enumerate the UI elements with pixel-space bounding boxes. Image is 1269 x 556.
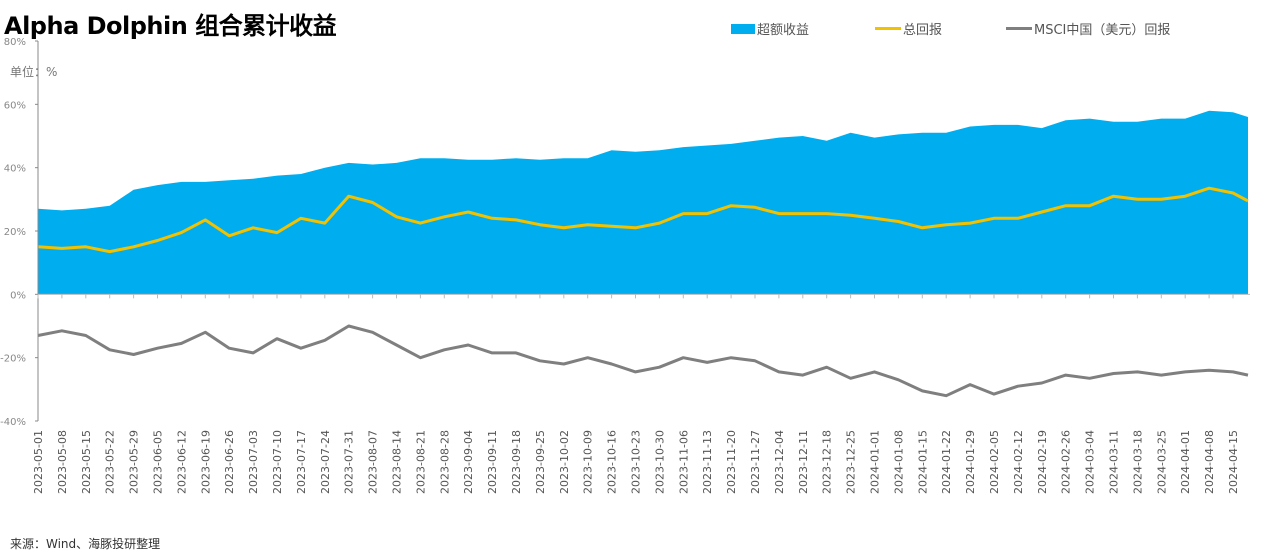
x-tick-label: 2024-03-18 [1131,430,1144,494]
y-tick-label: 60% [4,100,26,111]
x-tick-label: 2024-04-01 [1179,430,1192,494]
x-tick-label: 2023-11-13 [701,430,714,494]
x-tick-label: 2024-02-12 [1012,430,1025,494]
x-tick-label: 2023-05-15 [80,430,93,494]
x-tick-label: 2023-10-02 [558,430,571,494]
x-tick-label: 2024-02-19 [1036,430,1049,494]
y-tick-label: 80% [4,37,26,48]
x-tick-label: 2023-05-08 [56,430,69,494]
x-tick-label: 2023-10-23 [630,430,643,494]
x-tick-label: 2023-11-20 [725,430,738,494]
legend-excess: 超额收益 [731,19,809,38]
x-tick-label: 2024-01-22 [940,430,953,494]
legend-msci: MSCI中国（美元）回报 [1006,19,1170,38]
x-tick-label: 2023-12-11 [797,430,810,494]
x-tick-label: 2024-01-08 [892,430,905,494]
x-tick-label: 2024-03-04 [1084,430,1097,494]
x-tick-label: 2024-01-29 [964,430,977,494]
x-tick-label: 2023-05-22 [104,430,117,494]
x-tick-label: 2023-07-10 [271,430,284,494]
x-tick-label: 2023-10-16 [606,430,619,494]
x-tick-label: 2024-01-15 [916,430,929,494]
excess-return-area [38,110,1248,295]
x-tick-label: 2023-07-17 [295,430,308,494]
x-tick-label: 2023-05-01 [32,430,45,494]
y-tick-label: 0% [10,290,26,301]
x-tick-label: 2023-08-21 [414,430,427,494]
x-tick-label: 2023-12-18 [821,430,834,494]
unit-label: 单位：% [10,65,58,79]
x-tick-label: 2023-11-06 [677,430,690,494]
x-tick-label: 2023-08-14 [391,430,404,494]
legend-label-msci: MSCI中国（美元）回报 [1034,23,1171,38]
legend-label-total: 总回报 [903,23,943,38]
legend-swatch-total [875,27,901,30]
msci-china-return-line [37,324,1249,398]
legend-swatch-msci [1006,27,1032,30]
source-note: 来源：Wind、海豚投研整理 [10,537,161,551]
x-tick-label: 2023-06-12 [175,430,188,494]
legend-swatch-excess [731,23,755,34]
x-tick-label: 2023-09-11 [486,430,499,494]
y-tick-label: 20% [4,227,26,238]
x-tick-label: 2023-07-03 [247,430,260,494]
x-tick-label: 2023-09-04 [462,430,475,494]
x-tick-label: 2023-09-18 [510,430,523,494]
x-tick-label: 2023-09-25 [534,430,547,494]
x-tick-label: 2023-08-28 [438,430,451,494]
x-tick-label: 2024-02-05 [988,430,1001,494]
x-tick-label: 2024-04-15 [1227,430,1240,494]
x-tick-label: 2023-06-26 [223,430,236,494]
x-tick-label: 2024-01-01 [869,430,882,494]
x-tick-label: 2024-02-26 [1060,430,1073,494]
x-tick-label: 2023-05-29 [128,430,141,494]
legend-label-excess: 超额收益 [757,23,810,38]
y-tick-label: -40% [0,417,26,428]
x-tick-label: 2023-08-07 [367,430,380,494]
x-tick-label: 2023-11-27 [749,430,762,494]
x-tick-label: 2023-07-24 [319,430,332,494]
x-tick-label: 2023-07-31 [343,430,356,494]
x-tick-label: 2023-10-09 [582,430,595,494]
x-tick-label: 2023-12-04 [773,430,786,494]
x-tick-label: 2023-06-19 [199,430,212,494]
y-tick-label: 40% [4,164,26,175]
x-tick-label: 2024-03-11 [1108,430,1121,494]
x-tick-label: 2024-03-25 [1155,430,1168,494]
y-tick-label: -20% [0,354,26,365]
chart-title: Alpha Dolphin 组合累计收益 [4,12,337,40]
total-return-line [37,186,1249,254]
x-tick-label: 2023-12-25 [845,430,858,494]
x-tick-label: 2023-06-05 [152,430,165,494]
x-tick-label: 2023-10-30 [653,430,666,494]
legend-total: 总回报 [875,19,942,38]
x-tick-label: 2024-04-08 [1203,430,1216,494]
